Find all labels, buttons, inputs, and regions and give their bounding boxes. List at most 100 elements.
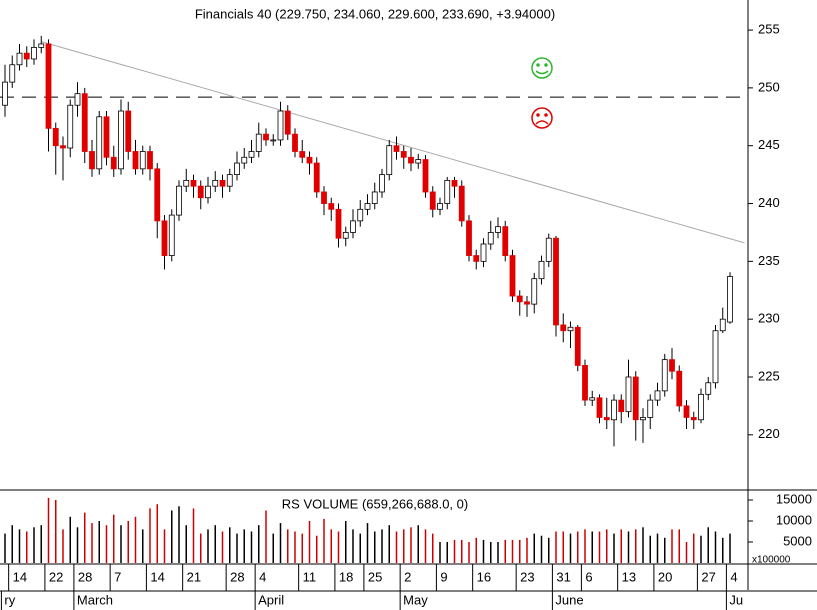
month-label: June xyxy=(555,592,583,607)
candle-body xyxy=(110,156,117,170)
month-label: March xyxy=(77,592,113,607)
candle-body xyxy=(647,399,654,418)
candle-body xyxy=(379,174,385,193)
chart-title: Financials 40 (229.750, 234.060, 229.600… xyxy=(195,6,555,21)
candle-body xyxy=(480,243,487,262)
month-label: May xyxy=(403,592,428,607)
month-label: Ju xyxy=(729,592,743,607)
candle-body xyxy=(698,393,704,421)
candle-body xyxy=(103,116,110,158)
x-tick-label: 7 xyxy=(114,569,121,584)
candle-body xyxy=(400,151,407,158)
volume-title: RS VOLUME (659,266,688.0, 0) xyxy=(282,496,468,511)
candle-body xyxy=(306,156,313,164)
candle-body xyxy=(89,151,95,170)
candle-body xyxy=(277,110,284,141)
candle-body xyxy=(690,417,697,421)
candle-body xyxy=(574,326,581,366)
x-tick-label: 22 xyxy=(49,569,63,584)
candle-body xyxy=(147,151,153,170)
candle-body xyxy=(38,43,45,48)
x-tick-label: 16 xyxy=(477,569,491,584)
candle-body xyxy=(313,162,320,193)
candle-body xyxy=(321,191,327,204)
smiley-happy xyxy=(531,57,553,79)
candle-body xyxy=(118,110,124,170)
candle-body xyxy=(350,220,356,233)
x-tick-label: 25 xyxy=(368,569,382,584)
candle-body xyxy=(545,237,552,262)
candle-body xyxy=(234,162,240,176)
candle-body xyxy=(52,127,59,147)
x-tick-label: 28 xyxy=(78,569,92,584)
candle-body xyxy=(603,417,610,421)
y-tick-label: 220 xyxy=(758,426,780,441)
y-tick-label: 225 xyxy=(758,368,780,383)
candle-body xyxy=(16,52,23,66)
candle-body xyxy=(23,52,30,60)
x-tick-label: 11 xyxy=(303,569,317,584)
x-tick-label: 13 xyxy=(622,569,636,584)
candle-body xyxy=(727,276,733,323)
candle-body xyxy=(538,260,545,280)
smiley-sad xyxy=(531,107,553,129)
y-tick-label: 240 xyxy=(758,195,780,210)
candle-body xyxy=(219,179,226,187)
y-tick-label: 250 xyxy=(758,79,780,94)
candle-body xyxy=(248,151,255,158)
candle-body xyxy=(96,116,103,170)
y-tick-label: 255 xyxy=(758,22,780,37)
candle-body xyxy=(487,232,494,245)
x-tick-label: 9 xyxy=(440,569,447,584)
candle-body xyxy=(241,156,248,164)
candle-body xyxy=(190,179,197,187)
candle-body xyxy=(299,151,306,158)
candle-body xyxy=(661,359,668,392)
candle-body xyxy=(212,179,219,187)
candle-body xyxy=(560,324,567,332)
candle-body xyxy=(444,179,451,204)
candle-body xyxy=(81,93,88,152)
candle-body xyxy=(364,203,371,210)
y-tick-label: 235 xyxy=(758,253,780,268)
volume-multiplier: x100000 xyxy=(752,555,791,566)
candle-body xyxy=(270,139,277,142)
candle-body xyxy=(567,326,574,332)
candle-body xyxy=(582,365,588,401)
x-tick-label: 23 xyxy=(520,569,534,584)
volume-tick-label: 5000 xyxy=(783,533,812,548)
candle-body xyxy=(154,168,161,222)
candle-body xyxy=(451,179,458,187)
candle-body xyxy=(611,399,617,421)
candle-body xyxy=(386,145,393,176)
candle-body xyxy=(45,43,52,129)
candle-body xyxy=(74,93,81,106)
candle-body xyxy=(125,110,132,152)
candle-body xyxy=(502,226,509,256)
candle-body xyxy=(618,399,625,413)
x-tick-label: 14 xyxy=(150,569,164,584)
candle-body xyxy=(509,255,516,297)
candle-body xyxy=(183,179,190,187)
candle-body xyxy=(415,159,422,164)
candle-body xyxy=(60,145,66,149)
candle-body xyxy=(712,330,719,384)
candle-body xyxy=(473,255,480,262)
candle-body xyxy=(255,133,262,152)
candle-body xyxy=(67,104,74,149)
candle-body xyxy=(640,417,646,421)
candle-body xyxy=(9,64,16,83)
candle-body xyxy=(495,226,501,233)
candle-body xyxy=(625,376,632,413)
candle-body xyxy=(132,151,139,170)
x-tick-label: 20 xyxy=(658,569,672,584)
candle-body xyxy=(205,185,211,199)
candle-body xyxy=(458,185,465,222)
candle-body xyxy=(357,208,364,222)
x-tick-label: 4 xyxy=(259,569,266,584)
x-tick-label: 27 xyxy=(701,569,715,584)
x-tick-label: 18 xyxy=(339,569,353,584)
candle-body xyxy=(408,156,414,164)
candle-body xyxy=(705,382,712,395)
